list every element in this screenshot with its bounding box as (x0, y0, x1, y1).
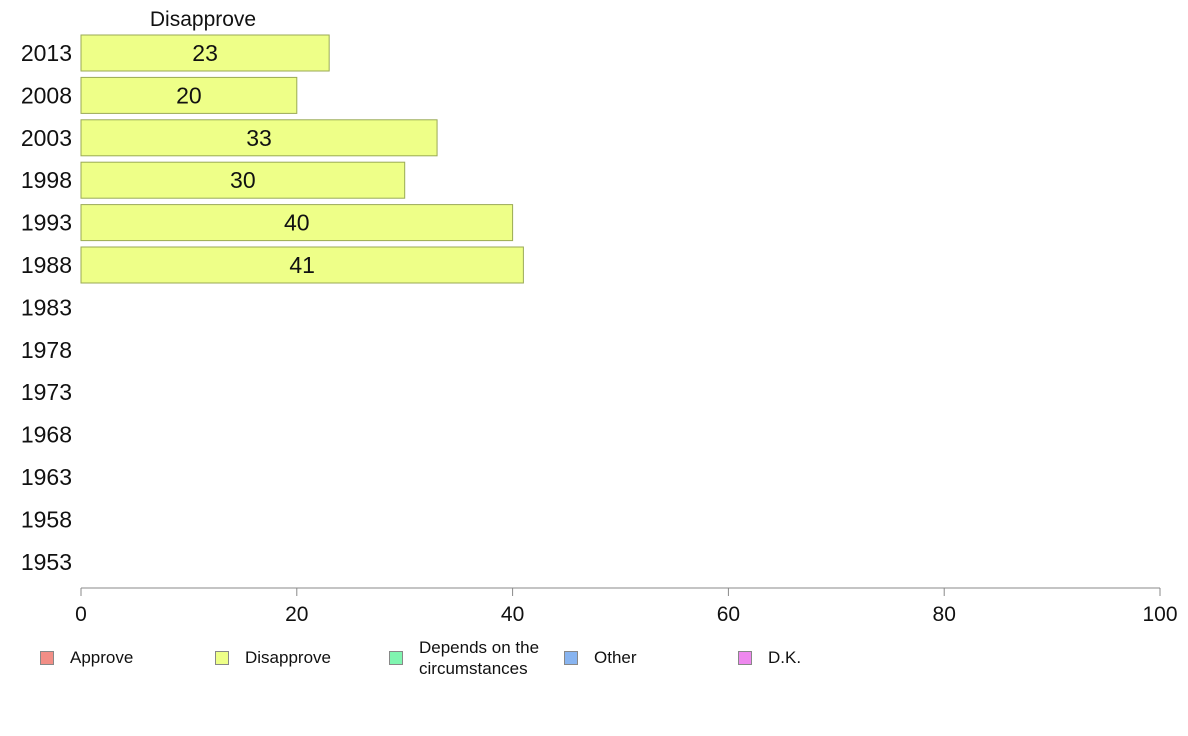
x-tick-label-60: 60 (717, 603, 740, 626)
x-tick-label-0: 0 (75, 603, 87, 626)
bar-1988 (80, 246, 524, 284)
y-tick-label-1968: 1968 (21, 422, 72, 448)
legend-item-disapprove: Disapprove (215, 640, 331, 668)
bar-2003 (80, 119, 438, 157)
legend: Approve Disapprove Depends on the circum… (0, 638, 1188, 690)
legend-swatch-disapprove (215, 651, 229, 665)
y-tick-label-1983: 1983 (21, 294, 72, 320)
x-tick-label-100: 100 (1142, 603, 1177, 626)
chart-canvas: Disapprove 23 20 33 30 40 41 2013 2008 2003 1998… (21, 8, 1178, 626)
y-tick-label-1998: 1998 (21, 167, 72, 193)
legend-item-other: Other (564, 640, 637, 668)
bar-2008 (80, 76, 298, 114)
data-label-2003: 33 (246, 125, 272, 151)
legend-swatch-other (564, 651, 578, 665)
legend-swatch-depends (389, 651, 403, 665)
data-label-2008: 20 (176, 82, 202, 108)
legend-item-dk: D.K. (738, 640, 801, 668)
bar-1998 (80, 161, 406, 199)
x-tick-label-80: 80 (933, 603, 956, 626)
y-tick-label-1958: 1958 (21, 506, 72, 532)
legend-swatch-approve (40, 651, 54, 665)
y-tick-label-2003: 2003 (21, 125, 72, 151)
y-tick-label-2013: 2013 (21, 40, 72, 66)
data-label-1993: 40 (284, 210, 310, 236)
legend-item-approve: Approve (40, 640, 133, 668)
data-label-1988: 41 (289, 252, 315, 278)
bar-1993 (80, 204, 514, 242)
legend-swatch-dk (738, 651, 752, 665)
legend-label-depends: Depends on the circumstances (419, 638, 540, 678)
x-tick-label-40: 40 (501, 603, 524, 626)
y-axis-labels: 2013 2008 2003 1998 1993 1988 1983 1978 1973 1968… (21, 40, 72, 575)
y-tick-label-1963: 1963 (21, 464, 72, 490)
bars-group: 23 20 33 30 40 41 (80, 34, 524, 284)
x-axis: 0 20 40 60 80 100 (75, 587, 1178, 626)
legend-item-depends: Depends on the circumstances (389, 638, 559, 679)
data-label-1998: 30 (230, 167, 256, 193)
y-tick-label-1953: 1953 (21, 549, 72, 575)
legend-label-approve: Approve (70, 648, 134, 667)
y-tick-label-1973: 1973 (21, 379, 72, 405)
legend-label-disapprove: Disapprove (245, 648, 331, 667)
legend-label-dk: D.K. (768, 648, 802, 667)
chart-title: Disapprove (150, 8, 256, 31)
x-tick-label-20: 20 (285, 603, 308, 626)
data-label-2013: 23 (192, 40, 218, 66)
bar-2013 (80, 34, 330, 72)
y-tick-label-1988: 1988 (21, 252, 72, 278)
y-tick-label-2008: 2008 (21, 82, 72, 108)
legend-label-other: Other (594, 648, 637, 667)
y-tick-label-1978: 1978 (21, 337, 72, 363)
y-tick-label-1993: 1993 (21, 210, 72, 236)
